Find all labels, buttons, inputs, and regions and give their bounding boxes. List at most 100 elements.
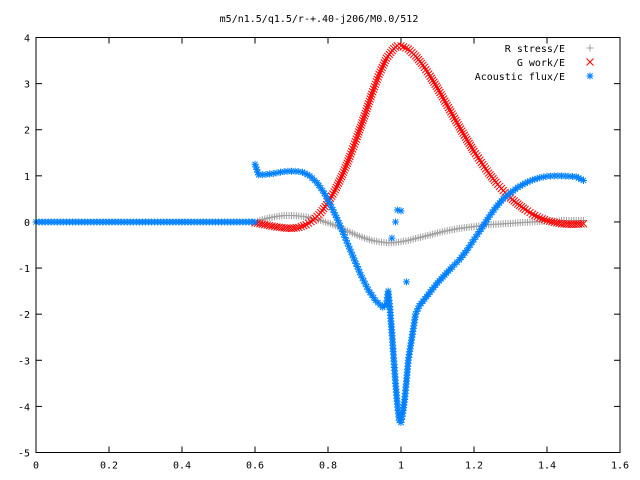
data-point bbox=[342, 236, 350, 244]
data-point bbox=[345, 154, 353, 163]
data-point bbox=[269, 170, 277, 178]
data-point bbox=[376, 68, 384, 76]
data-point bbox=[359, 114, 368, 123]
data-point bbox=[388, 234, 396, 242]
data-point bbox=[254, 168, 262, 176]
data-point bbox=[337, 172, 346, 181]
data-point bbox=[524, 178, 532, 186]
data-point bbox=[399, 43, 408, 51]
data-point bbox=[363, 102, 372, 111]
data-point bbox=[426, 72, 435, 81]
x-tick-label: 0.8 bbox=[319, 461, 337, 472]
data-point bbox=[565, 172, 573, 180]
data-point bbox=[344, 157, 352, 165]
data-point bbox=[428, 76, 437, 85]
data-point bbox=[352, 135, 361, 143]
data-point bbox=[299, 221, 308, 230]
data-point bbox=[514, 183, 522, 191]
data-point bbox=[330, 187, 338, 196]
data-point bbox=[398, 412, 406, 420]
data-point bbox=[331, 211, 339, 219]
data-point bbox=[580, 176, 587, 184]
data-point bbox=[467, 143, 476, 152]
y-tick-label: 3 bbox=[24, 80, 30, 91]
data-point bbox=[431, 80, 439, 89]
data-point bbox=[577, 220, 585, 228]
plot-frame bbox=[35, 37, 621, 453]
data-point bbox=[255, 171, 263, 179]
data-point bbox=[334, 216, 342, 224]
data-point bbox=[543, 172, 551, 180]
data-point bbox=[334, 179, 343, 187]
data-point bbox=[379, 61, 388, 70]
data-point bbox=[528, 176, 536, 184]
data-point bbox=[398, 415, 406, 423]
data-point bbox=[364, 286, 372, 294]
data-point bbox=[336, 222, 344, 230]
data-point bbox=[372, 77, 381, 86]
data-point bbox=[473, 151, 481, 160]
data-point bbox=[298, 168, 306, 176]
data-point bbox=[366, 288, 374, 296]
data-point bbox=[368, 291, 376, 299]
data-point bbox=[519, 181, 527, 189]
data-point bbox=[375, 70, 383, 79]
data-point bbox=[351, 257, 359, 265]
data-point bbox=[343, 239, 351, 247]
chart-title: m5/n1.5/q1.5/r-+.40-j206/M0.0/512 bbox=[220, 14, 419, 25]
data-point bbox=[258, 171, 266, 179]
data-point bbox=[303, 171, 311, 179]
data-point bbox=[367, 92, 375, 101]
data-point bbox=[329, 206, 337, 214]
data-point bbox=[370, 294, 378, 302]
data-point bbox=[294, 223, 303, 232]
data-point bbox=[475, 156, 484, 165]
data-point bbox=[368, 87, 377, 96]
y-tick-label: 1 bbox=[24, 172, 30, 183]
data-point bbox=[528, 210, 537, 218]
data-point bbox=[482, 218, 490, 226]
data-point bbox=[531, 175, 539, 183]
data-point bbox=[569, 173, 577, 181]
data-point bbox=[474, 154, 483, 162]
data-point bbox=[455, 123, 464, 131]
data-point bbox=[421, 65, 430, 74]
data-point bbox=[479, 223, 487, 231]
data-point bbox=[488, 208, 496, 216]
data-point bbox=[346, 150, 355, 158]
data-point bbox=[331, 185, 340, 194]
legend: R stress/E G work/E Acoustic flux/E bbox=[475, 44, 594, 83]
data-point bbox=[364, 99, 373, 108]
data-point bbox=[545, 217, 554, 226]
legend-label: Acoustic flux/E bbox=[475, 72, 565, 83]
data-point bbox=[251, 218, 259, 226]
data-point bbox=[353, 262, 361, 270]
data-point bbox=[547, 172, 555, 180]
data-point bbox=[252, 163, 260, 171]
data-point bbox=[325, 198, 333, 206]
data-point bbox=[397, 207, 405, 215]
data-point bbox=[347, 147, 356, 156]
data-point bbox=[459, 129, 467, 138]
data-point bbox=[360, 277, 368, 285]
y-tick-label: -4 bbox=[18, 402, 30, 413]
data-point bbox=[277, 168, 285, 176]
data-point bbox=[457, 127, 466, 135]
data-point bbox=[292, 223, 301, 232]
x-tick-label: 0.4 bbox=[173, 461, 191, 472]
data-point bbox=[317, 184, 325, 192]
data-point bbox=[357, 271, 365, 279]
data-point bbox=[412, 310, 420, 318]
data-point bbox=[552, 219, 561, 227]
data-point bbox=[366, 95, 375, 103]
data-point bbox=[291, 167, 299, 175]
data-point bbox=[465, 139, 473, 148]
data-point bbox=[319, 187, 327, 195]
data-point bbox=[262, 170, 270, 178]
series-2 bbox=[32, 160, 587, 427]
data-point bbox=[437, 90, 446, 99]
data-point bbox=[354, 130, 362, 139]
data-point bbox=[427, 74, 436, 83]
data-point bbox=[339, 168, 348, 177]
